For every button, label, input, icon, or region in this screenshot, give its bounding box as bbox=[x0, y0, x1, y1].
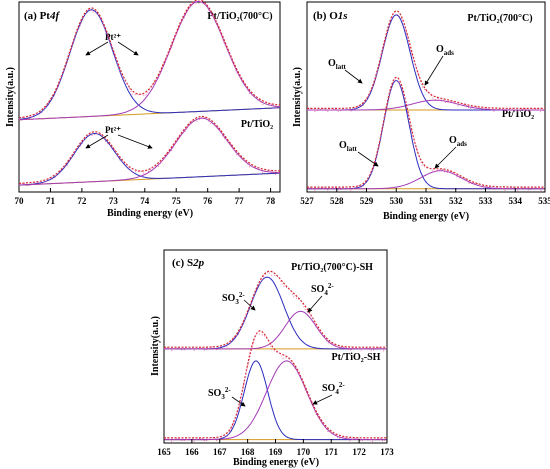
panel-c-so3-top: SO32- bbox=[222, 291, 245, 306]
panel-a-arrow-top-left bbox=[85, 41, 109, 56]
panel-b-tick-label: 535 bbox=[538, 196, 550, 206]
panel-b-arrows bbox=[344, 55, 457, 169]
panel-b-series2-component1 bbox=[307, 80, 545, 190]
panel-a-peak-label-top: Pt²⁺ bbox=[105, 32, 121, 42]
panel-b-ylabel: Intensity(a.u.) bbox=[292, 67, 303, 127]
panel-a-tick-label: 71 bbox=[46, 196, 56, 206]
panel-c-s2p: (c) S2p Pt/TiO₂(700°C)-SH Pt/TiO₂-SH SO3… bbox=[150, 249, 394, 468]
panel-b-tick-label: 531 bbox=[419, 196, 433, 206]
panel-b-series1-name: Pt/TiO₂(700°C) bbox=[467, 13, 532, 24]
panel-b-tick-label: 534 bbox=[509, 196, 523, 206]
panel-b-tick-label: 528 bbox=[330, 196, 344, 206]
panel-a-series1-name: Pt/TiO₂(700°C) bbox=[207, 11, 272, 22]
panel-c-series2-raw bbox=[163, 332, 388, 443]
panel-b-series2-name: Pt/TiO₂ bbox=[502, 109, 534, 120]
panel-a-frame bbox=[18, 1, 281, 193]
panel-c-tick-label: 170 bbox=[297, 447, 311, 457]
panel-c-series1-name: Pt/TiO₂(700°C)-SH bbox=[291, 262, 373, 273]
panel-a-tick-label: 76 bbox=[203, 196, 213, 206]
panel-a-series2-component1 bbox=[18, 133, 280, 186]
panel-b-o1s: (b) O1s Pt/TiO₂(700°C) Pt/TiO₂ Olatt Oad… bbox=[292, 1, 550, 222]
panel-b-series1-envelope bbox=[307, 10, 545, 109]
panel-b-xlabel: Binding energy (eV) bbox=[383, 211, 469, 222]
panel-a-series2-envelope bbox=[18, 115, 280, 184]
panel-b-tick-label: 527 bbox=[300, 196, 314, 206]
panel-b-plot bbox=[306, 10, 546, 192]
panel-b-ticks: 527 528 529 530 531 532 533 534 535 bbox=[300, 188, 550, 206]
panel-c-series2-name: Pt/TiO₂-SH bbox=[332, 352, 381, 363]
panel-a-plot bbox=[18, 0, 281, 187]
panel-a-series2-name: Pt/TiO₂ bbox=[241, 119, 273, 130]
panel-b-tick-label: 530 bbox=[390, 196, 404, 206]
panel-c-arrow-so4-top bbox=[307, 295, 323, 313]
panel-a-tick-label: 73 bbox=[109, 196, 119, 206]
panel-a-arrow-top-right bbox=[117, 41, 139, 56]
panel-c-arrow-so4-bottom bbox=[312, 394, 333, 405]
panel-c-so4-bottom: SO42- bbox=[322, 381, 345, 396]
panel-c-series1-component1 bbox=[164, 276, 387, 350]
panel-a-series2-component2 bbox=[19, 117, 280, 186]
panel-b-arrow-olatt-bottom bbox=[357, 151, 379, 167]
panel-b-series2-envelope bbox=[307, 76, 545, 188]
panel-c-ylabel: Intensity(a.u.) bbox=[150, 316, 161, 376]
panel-b-oads-top: Oads bbox=[436, 44, 454, 57]
panel-b-title: (b) O1s bbox=[313, 10, 348, 22]
panel-c-so3-bottom: SO32- bbox=[208, 386, 231, 401]
panel-c-series2-envelope bbox=[164, 330, 387, 439]
panel-a-series2-raw bbox=[18, 117, 281, 187]
panel-a-tick-label: 70 bbox=[15, 196, 25, 206]
panel-c-series2-component2 bbox=[164, 360, 387, 441]
panel-a-series1-raw bbox=[18, 1, 281, 121]
panel-a-tick-label: 77 bbox=[235, 196, 245, 206]
panel-c-tick-label: 173 bbox=[380, 447, 394, 457]
panel-b-arrow-oads-bottom bbox=[434, 146, 457, 169]
panel-a-tick-label: 74 bbox=[140, 196, 150, 206]
panel-c-plot bbox=[163, 270, 388, 443]
panel-a-ticks: 70 71 72 73 74 75 76 77 78 bbox=[15, 188, 276, 206]
panel-c-series1-envelope bbox=[164, 270, 387, 348]
panel-a-arrows bbox=[85, 41, 153, 149]
panel-b-tick-label: 533 bbox=[479, 196, 493, 206]
panel-b-olatt-top: Olatt bbox=[328, 58, 347, 71]
panel-c-series1-component2 bbox=[164, 310, 387, 350]
panel-b-series1-component2 bbox=[307, 99, 545, 111]
panel-a-pt4f: (a) Pt4f Pt/TiO₂(700°C) Pt/TiO₂ Pt²⁺ Pt²… bbox=[5, 0, 281, 219]
panel-c-arrow-so3-bottom bbox=[231, 396, 246, 407]
panel-c-arrow-so3-top bbox=[243, 299, 256, 311]
panel-c-ticks: 165 166 167 168 169 170 171 172 173 bbox=[157, 439, 394, 457]
panel-a-peak-label-bottom: Pt²⁺ bbox=[105, 125, 121, 135]
panel-c-so4-top: SO42- bbox=[311, 282, 334, 297]
panel-a-series1-component2 bbox=[18, 0, 281, 121]
panel-c-title: (c) S2p bbox=[172, 257, 205, 269]
panel-a-arrow-bottom-left bbox=[85, 134, 109, 149]
panel-a-series1-component1 bbox=[18, 9, 281, 120]
panel-b-arrow-olatt-top bbox=[344, 69, 363, 84]
panel-c-tick-label: 165 bbox=[157, 447, 171, 457]
panel-c-xlabel: Binding energy (eV) bbox=[233, 457, 319, 468]
panel-b-series2-raw bbox=[306, 78, 546, 192]
panel-c-arrows bbox=[231, 295, 333, 407]
panel-a-tick-label: 75 bbox=[172, 196, 182, 206]
panel-c-tick-label: 171 bbox=[325, 447, 339, 457]
panel-a-title: (a) Pt4f bbox=[24, 10, 60, 22]
panel-a-tick-label: 72 bbox=[77, 196, 87, 206]
panel-b-arrow-oads-top bbox=[424, 55, 444, 86]
panel-b-series2-component2 bbox=[307, 170, 545, 190]
panel-b-oads-bottom: Oads bbox=[449, 135, 467, 148]
panel-c-tick-label: 169 bbox=[269, 447, 283, 457]
panel-c-tick-label: 167 bbox=[213, 447, 227, 457]
panel-a-ylabel: Intensity(a.u.) bbox=[5, 67, 16, 127]
panel-a-arrow-bottom-right bbox=[117, 134, 153, 149]
panel-c-tick-label: 166 bbox=[185, 447, 199, 457]
panel-b-series1-raw bbox=[306, 11, 546, 113]
panel-b-frame bbox=[306, 1, 546, 193]
panel-c-tick-label: 168 bbox=[241, 447, 255, 457]
panel-b-olatt-bottom: Olatt bbox=[339, 140, 358, 153]
panel-b-tick-label: 529 bbox=[360, 196, 374, 206]
panel-c-tick-label: 172 bbox=[352, 447, 366, 457]
panel-a-xlabel: Binding energy (eV) bbox=[107, 208, 193, 219]
panel-a-tick-label: 78 bbox=[266, 196, 276, 206]
panel-b-tick-label: 532 bbox=[449, 196, 463, 206]
